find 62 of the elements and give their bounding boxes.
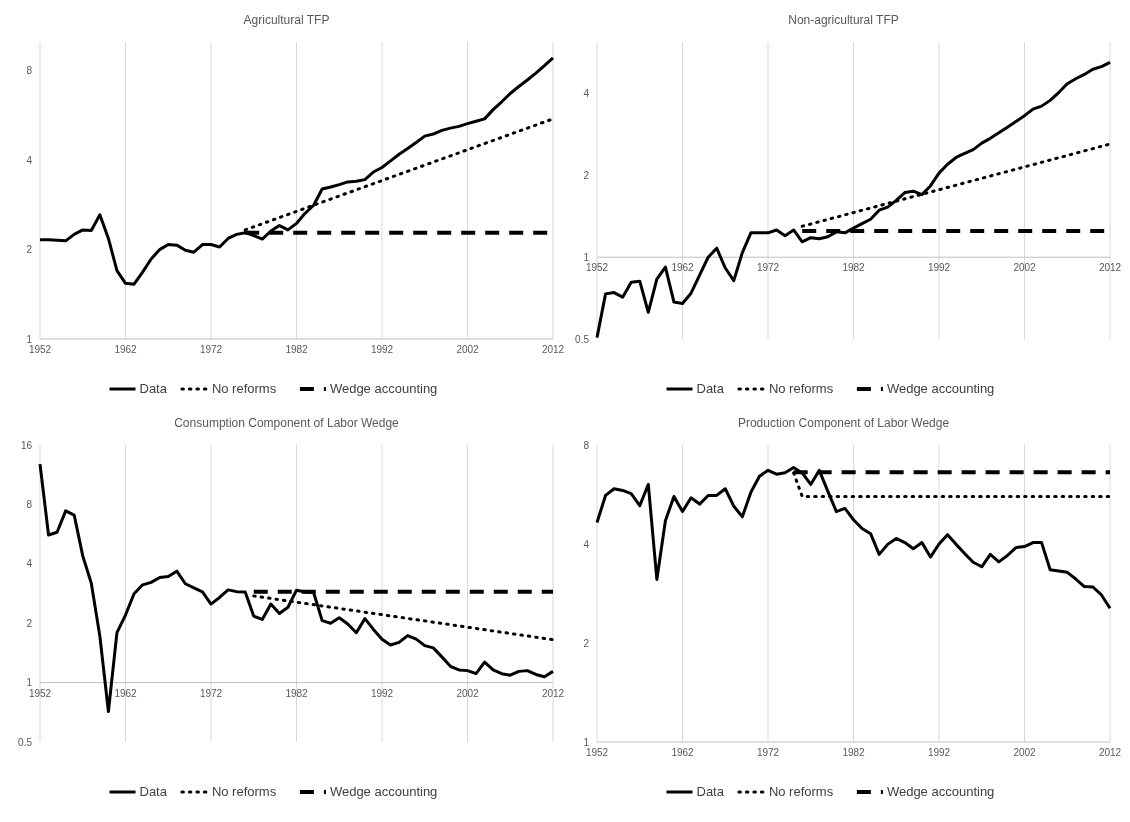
y-tick-label: 16 — [20, 439, 33, 451]
x-tick-label: 2002 — [1013, 262, 1037, 274]
y-tick-label: 8 — [583, 439, 590, 451]
x-tick-label: 2002 — [456, 687, 480, 699]
x-tick-label: 1992 — [370, 344, 394, 355]
x-tick-label: 1992 — [927, 747, 951, 758]
legend-label: Wedge accounting — [886, 784, 995, 799]
chart-title: Agricultural TFP — [243, 13, 330, 27]
legend-label: Wedge accounting — [329, 381, 438, 396]
legend-label: Wedge accounting — [329, 784, 438, 799]
y-tick-label: 2 — [26, 244, 33, 256]
x-tick-label: 1982 — [285, 687, 309, 699]
x-tick-label: 1972 — [199, 344, 223, 355]
x-tick-label: 1962 — [671, 747, 695, 758]
x-tick-label: 1972 — [756, 747, 780, 758]
y-tick-label: 8 — [26, 65, 33, 77]
x-tick-label: 1962 — [114, 344, 138, 355]
legend-label: Data — [139, 381, 168, 396]
legend-label: Data — [139, 784, 168, 799]
x-tick-label: 2012 — [541, 687, 565, 699]
x-tick-label: 1982 — [285, 344, 309, 355]
x-tick-label: 1972 — [199, 687, 223, 699]
legend-label: No reforms — [211, 784, 277, 799]
x-tick-label: 1952 — [585, 747, 609, 758]
legend-label: Wedge accounting — [886, 381, 995, 396]
y-tick-label: 4 — [26, 154, 33, 166]
chart-title: Consumption Component of Labor Wedge — [174, 416, 400, 430]
y-tick-label: 2 — [583, 169, 590, 181]
legend-label: No reforms — [768, 784, 834, 799]
legend-label: Data — [696, 784, 725, 799]
y-tick-label: 1 — [583, 736, 590, 748]
x-tick-label: 2012 — [1098, 747, 1122, 758]
chart-title: Production Component of Labor Wedge — [737, 416, 950, 430]
x-tick-label: 1972 — [756, 262, 780, 274]
y-tick-label: 1 — [583, 251, 590, 263]
chart-title: Non-agricultural TFP — [788, 13, 899, 27]
y-tick-label: 4 — [583, 88, 590, 100]
x-tick-label: 1962 — [671, 262, 695, 274]
x-tick-label: 1992 — [370, 687, 394, 699]
y-tick-label: 0.5 — [18, 736, 33, 748]
legend-label: Data — [696, 381, 725, 396]
x-tick-label: 2012 — [541, 344, 565, 355]
legend-label: No reforms — [768, 381, 834, 396]
y-tick-label: 8 — [26, 498, 33, 510]
x-tick-label: 1982 — [842, 747, 866, 758]
x-tick-label: 1992 — [927, 262, 951, 274]
y-tick-label: 1 — [26, 677, 33, 689]
x-tick-label: 1982 — [842, 262, 866, 274]
y-tick-label: 4 — [26, 558, 33, 570]
y-tick-label: 2 — [26, 617, 33, 629]
x-tick-label: 1952 — [585, 262, 609, 274]
x-tick-label: 1952 — [28, 344, 52, 355]
y-tick-label: 0.5 — [575, 333, 590, 345]
y-tick-label: 1 — [26, 333, 33, 345]
x-tick-label: 1962 — [114, 687, 138, 699]
x-tick-label: 2012 — [1098, 262, 1122, 274]
x-tick-label: 2002 — [1013, 747, 1037, 758]
legend-label: No reforms — [211, 381, 277, 396]
y-tick-label: 2 — [583, 637, 590, 649]
y-tick-label: 4 — [583, 538, 590, 550]
x-tick-label: 1952 — [28, 687, 52, 699]
x-tick-label: 2002 — [456, 344, 480, 355]
